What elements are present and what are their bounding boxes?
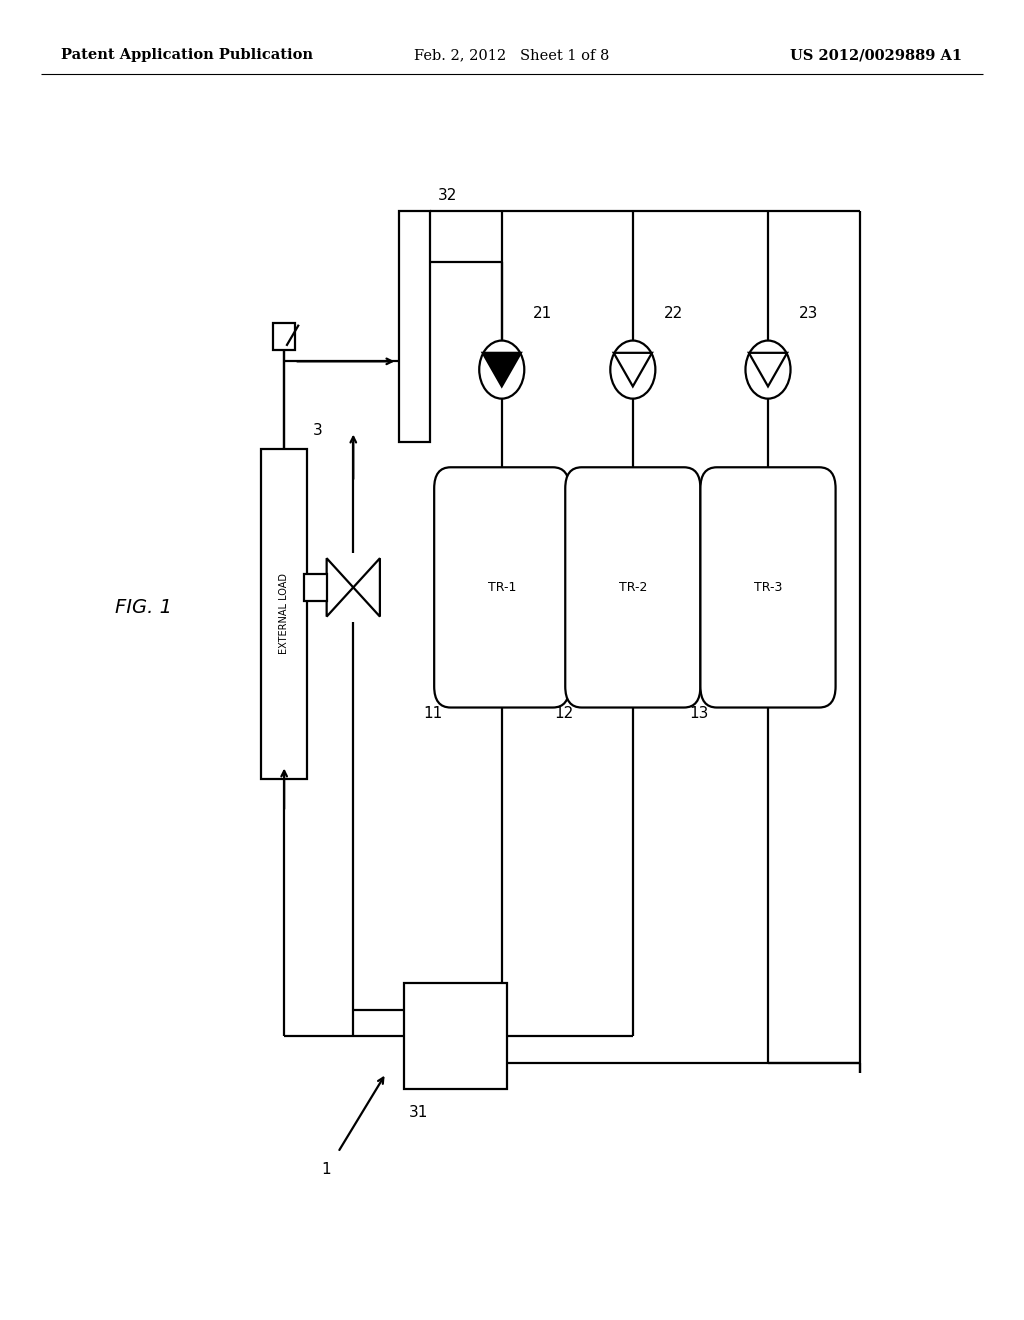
FancyBboxPatch shape — [434, 467, 569, 708]
Text: 13: 13 — [689, 706, 709, 721]
Circle shape — [610, 341, 655, 399]
Text: 22: 22 — [664, 306, 683, 321]
Text: FIG. 1: FIG. 1 — [115, 598, 172, 616]
Text: 12: 12 — [554, 706, 573, 721]
Text: US 2012/0029889 A1: US 2012/0029889 A1 — [791, 49, 963, 62]
Text: 3: 3 — [312, 424, 323, 438]
Text: 11: 11 — [423, 706, 442, 721]
Text: Feb. 2, 2012   Sheet 1 of 8: Feb. 2, 2012 Sheet 1 of 8 — [415, 49, 609, 62]
Text: 31: 31 — [409, 1105, 428, 1119]
Text: 32: 32 — [438, 189, 458, 203]
Bar — [272, 323, 295, 350]
Text: TR-2: TR-2 — [618, 581, 647, 594]
Text: EXTERNAL LOAD: EXTERNAL LOAD — [280, 573, 289, 655]
Polygon shape — [482, 352, 521, 387]
Bar — [304, 574, 327, 601]
Bar — [404, 983, 507, 1089]
Polygon shape — [353, 558, 380, 616]
Text: TR-3: TR-3 — [754, 581, 782, 594]
Text: TR-1: TR-1 — [487, 581, 516, 594]
Bar — [399, 211, 430, 442]
Circle shape — [479, 341, 524, 399]
FancyBboxPatch shape — [565, 467, 700, 708]
Text: 21: 21 — [532, 306, 552, 321]
Text: 1: 1 — [322, 1162, 331, 1176]
Bar — [261, 449, 307, 779]
Text: Patent Application Publication: Patent Application Publication — [61, 49, 313, 62]
Polygon shape — [613, 352, 652, 387]
Polygon shape — [749, 352, 787, 387]
Polygon shape — [327, 558, 353, 616]
Text: 23: 23 — [799, 306, 818, 321]
FancyBboxPatch shape — [700, 467, 836, 708]
Circle shape — [745, 341, 791, 399]
